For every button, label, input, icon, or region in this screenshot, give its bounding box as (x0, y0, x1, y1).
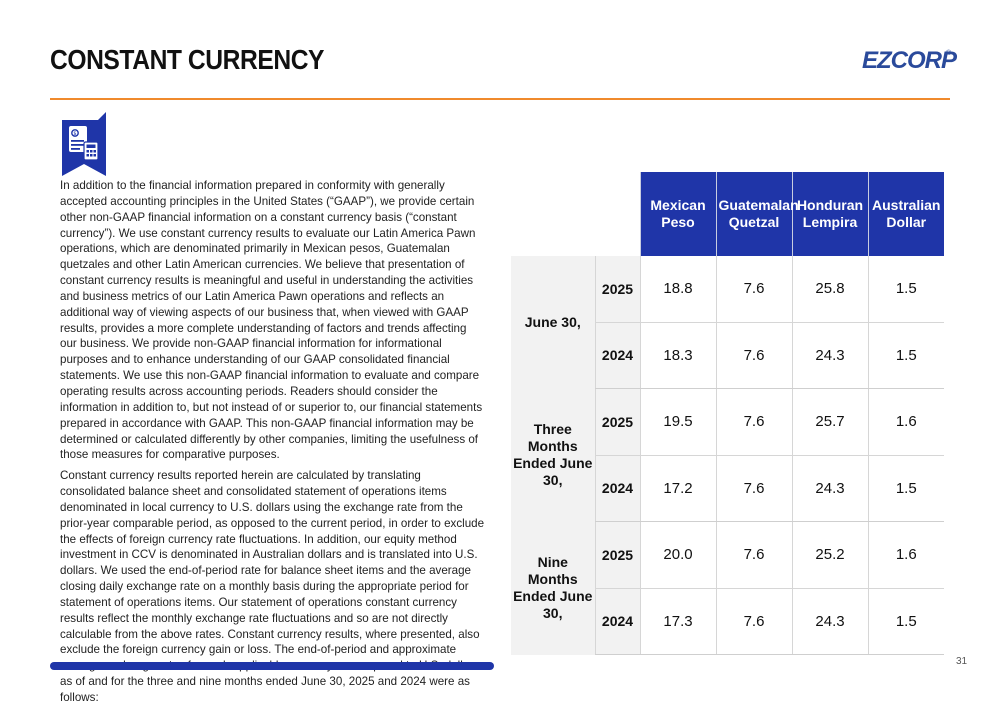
year-label: 2024 (594, 588, 640, 655)
svg-text:$: $ (73, 131, 76, 137)
rate-cell: 25.7 (791, 388, 868, 456)
table-row: Nine Months Ended June 30, 2025 20.0 7.6… (511, 521, 944, 655)
document-calculator-icon: $ (60, 112, 108, 176)
rate-cell: 7.6 (715, 256, 792, 323)
page-title: CONSTANT CURRENCY (50, 44, 325, 75)
rate-cell: 1.6 (867, 388, 944, 456)
year-label: 2025 (594, 388, 640, 456)
rate-cell: 1.5 (867, 322, 944, 389)
rate-cell: 24.3 (791, 455, 868, 522)
paragraph-methodology: Constant currency results reported herei… (60, 469, 485, 704)
exchange-rate-table: Mexican Peso Guatemalan Quetzal Honduran… (511, 172, 944, 655)
rate-cell: 25.2 (791, 521, 868, 589)
rate-cell: 1.5 (867, 256, 944, 323)
year-label: 2024 (594, 322, 640, 389)
column-header: Honduran Lempira (791, 172, 868, 256)
rate-cell: 24.3 (791, 588, 868, 655)
rate-cell: 7.6 (715, 388, 792, 456)
rate-cell: 7.6 (715, 588, 792, 655)
rate-cell: 7.6 (715, 455, 792, 522)
rate-cell: 1.6 (867, 521, 944, 589)
paragraph-gaap: In addition to the financial information… (60, 179, 483, 462)
rate-cell: 19.5 (639, 388, 716, 456)
year-label: 2024 (594, 455, 640, 522)
ezcorp-logo: EZCORP (862, 47, 957, 74)
column-header: Guatemalan Quetzal (715, 172, 799, 256)
rate-cell: 18.8 (639, 256, 716, 323)
rate-cell: 1.5 (867, 588, 944, 655)
header-divider (50, 98, 950, 100)
rate-cell: 25.8 (791, 256, 868, 323)
rate-cell: 17.2 (639, 455, 716, 522)
rate-cell: 1.5 (867, 455, 944, 522)
table-row: Three Months Ended June 30, 2025 19.5 7.… (511, 388, 944, 522)
period-label: June 30, (511, 256, 595, 389)
rate-cell: 7.6 (715, 322, 792, 389)
header-blank-cell (511, 172, 640, 256)
year-label: 2025 (594, 521, 640, 589)
table-row: 2024 17.2 7.6 24.3 1.5 (511, 455, 944, 522)
rate-cell: 24.3 (791, 322, 868, 389)
rate-cell: 17.3 (639, 588, 716, 655)
period-label: Nine Months Ended June 30, (511, 521, 595, 655)
table-row: 2024 18.3 7.6 24.3 1.5 (511, 322, 944, 389)
table-row: 2024 17.3 7.6 24.3 1.5 (511, 588, 944, 655)
rate-cell: 7.6 (715, 521, 792, 589)
footer-accent-bar (50, 662, 494, 670)
column-header: Mexican Peso (639, 172, 716, 256)
page-number: 31 (956, 656, 968, 667)
rate-cell: 20.0 (639, 521, 716, 589)
table-header-row: Mexican Peso Guatemalan Quetzal Honduran… (511, 172, 944, 256)
table-row: June 30, 2025 18.8 7.6 25.8 1.5 (511, 256, 944, 389)
registered-mark: ® (946, 50, 952, 57)
constant-currency-description: In addition to the financial information… (60, 178, 485, 711)
year-label: 2025 (594, 256, 640, 323)
period-label: Three Months Ended June 30, (511, 388, 595, 522)
rate-cell: 18.3 (639, 322, 716, 389)
column-header: Australian Dollar (867, 172, 944, 256)
